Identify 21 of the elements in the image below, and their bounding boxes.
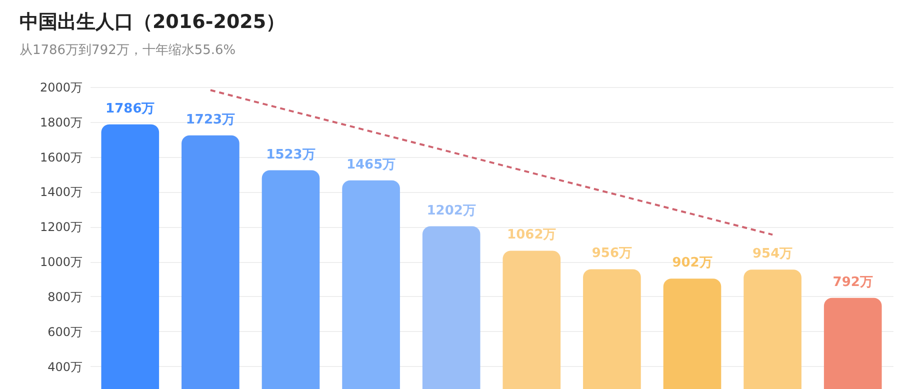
data-label: 1523万 bbox=[266, 147, 316, 162]
data-label: 1062万 bbox=[507, 228, 556, 243]
y-tick-label: 1800万 bbox=[40, 115, 82, 130]
y-tick-label: 2000万 bbox=[40, 80, 82, 94]
y-tick-label: 800万 bbox=[48, 290, 82, 304]
y-tick-label: 600万 bbox=[48, 324, 82, 339]
data-label: 1202万 bbox=[426, 203, 476, 218]
data-label: 792万 bbox=[832, 274, 873, 290]
y-tick-label: 1600万 bbox=[40, 150, 82, 164]
data-label: 1465万 bbox=[346, 157, 396, 172]
chart-subtitle: 从1786万到792万，十年缩水55.6% bbox=[19, 43, 236, 58]
y-tick-label: 1000万 bbox=[40, 255, 82, 270]
chart-title: 中国出生人口（2016-2025） bbox=[19, 11, 286, 33]
y-tick-label: 1400万 bbox=[40, 185, 82, 200]
data-label: 954万 bbox=[752, 246, 793, 262]
data-label: 1723万 bbox=[186, 112, 236, 128]
y-tick-label: 1200万 bbox=[40, 220, 82, 234]
data-label: 956万 bbox=[592, 246, 632, 262]
y-tick-label: 400万 bbox=[48, 360, 82, 374]
data-label: 1786万 bbox=[106, 101, 155, 116]
data-label: 902万 bbox=[672, 256, 712, 271]
